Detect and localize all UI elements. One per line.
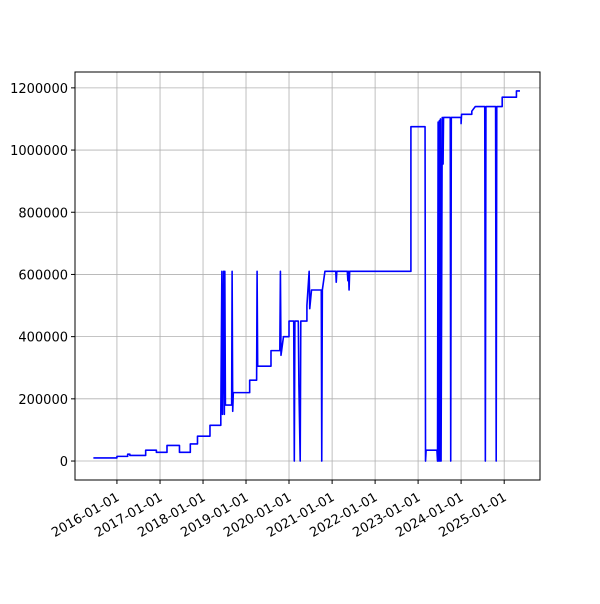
y-tick-label: 800000 [18, 206, 68, 221]
y-tick-label: 1200000 [10, 82, 68, 97]
y-tick-label: 0 [60, 455, 68, 470]
y-tick-label: 200000 [18, 393, 68, 408]
y-tick-label: 1000000 [10, 144, 68, 159]
line-series [93, 90, 520, 462]
axes-frame [74, 71, 541, 481]
y-tick-label: 600000 [18, 268, 68, 283]
y-tick-label: 400000 [18, 331, 68, 346]
